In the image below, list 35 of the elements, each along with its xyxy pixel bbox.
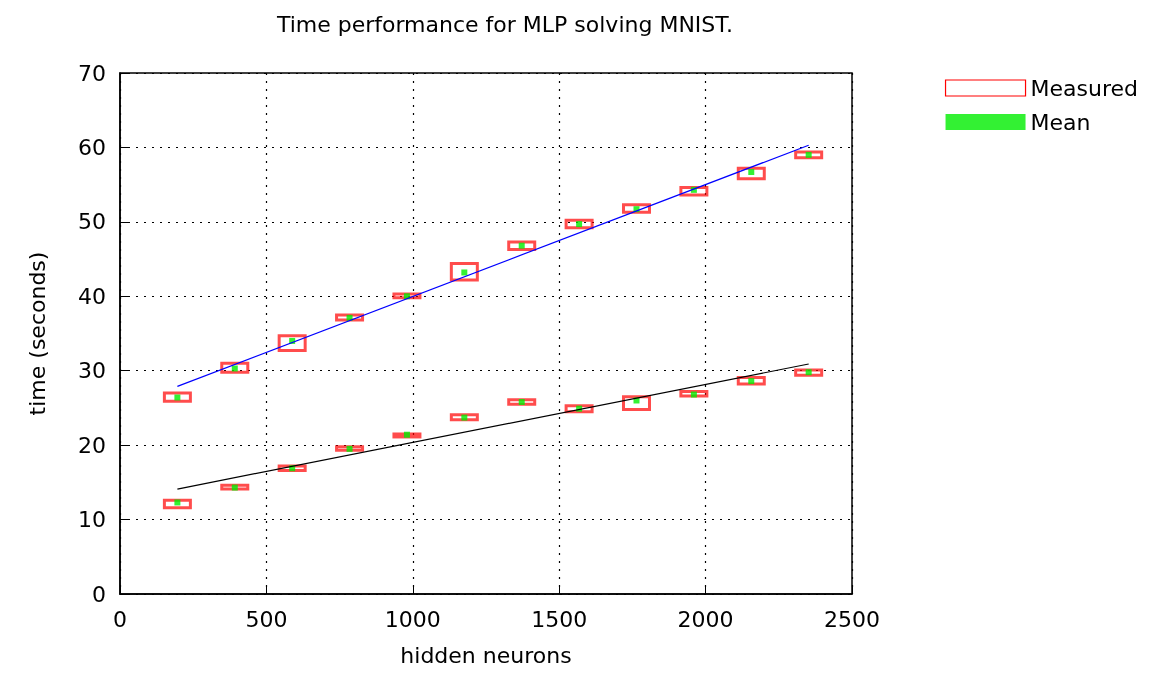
legend-label: Mean bbox=[1030, 109, 1091, 135]
point bbox=[461, 269, 468, 276]
legend-label: Measured bbox=[1030, 75, 1138, 101]
y-tick-label: 60 bbox=[78, 134, 106, 160]
point bbox=[231, 484, 238, 491]
point bbox=[805, 369, 812, 376]
x-tick-label: 2000 bbox=[677, 606, 734, 632]
y-tick-label: 70 bbox=[78, 60, 106, 86]
point bbox=[461, 414, 468, 421]
y-tick-label: 20 bbox=[78, 432, 106, 458]
point bbox=[748, 378, 755, 385]
x-tick-label: 500 bbox=[245, 606, 288, 632]
point bbox=[518, 398, 525, 405]
point bbox=[748, 168, 755, 175]
x-tick-label: 2500 bbox=[824, 606, 880, 632]
chart-title: Time performance for MLP solving MNIST. bbox=[275, 11, 734, 37]
point bbox=[174, 394, 181, 401]
point bbox=[231, 365, 238, 372]
x-tick-label: 1500 bbox=[531, 606, 588, 632]
y-tick-label: 0 bbox=[92, 581, 106, 607]
point bbox=[518, 242, 525, 249]
point bbox=[805, 151, 812, 158]
x-tick-label: 1000 bbox=[384, 606, 441, 632]
y-tick-label: 50 bbox=[78, 209, 106, 235]
x-axis-title: hidden neurons bbox=[400, 642, 572, 668]
y-axis-title: time (seconds) bbox=[24, 251, 50, 416]
y-tick-label: 10 bbox=[78, 507, 106, 533]
point bbox=[403, 431, 410, 438]
y-tick-label: 30 bbox=[78, 358, 106, 384]
point bbox=[346, 445, 353, 452]
point bbox=[576, 221, 583, 228]
point bbox=[174, 499, 181, 506]
y-tick-label: 40 bbox=[78, 283, 106, 309]
x-tick-label: 0 bbox=[113, 606, 127, 632]
point bbox=[690, 391, 697, 398]
